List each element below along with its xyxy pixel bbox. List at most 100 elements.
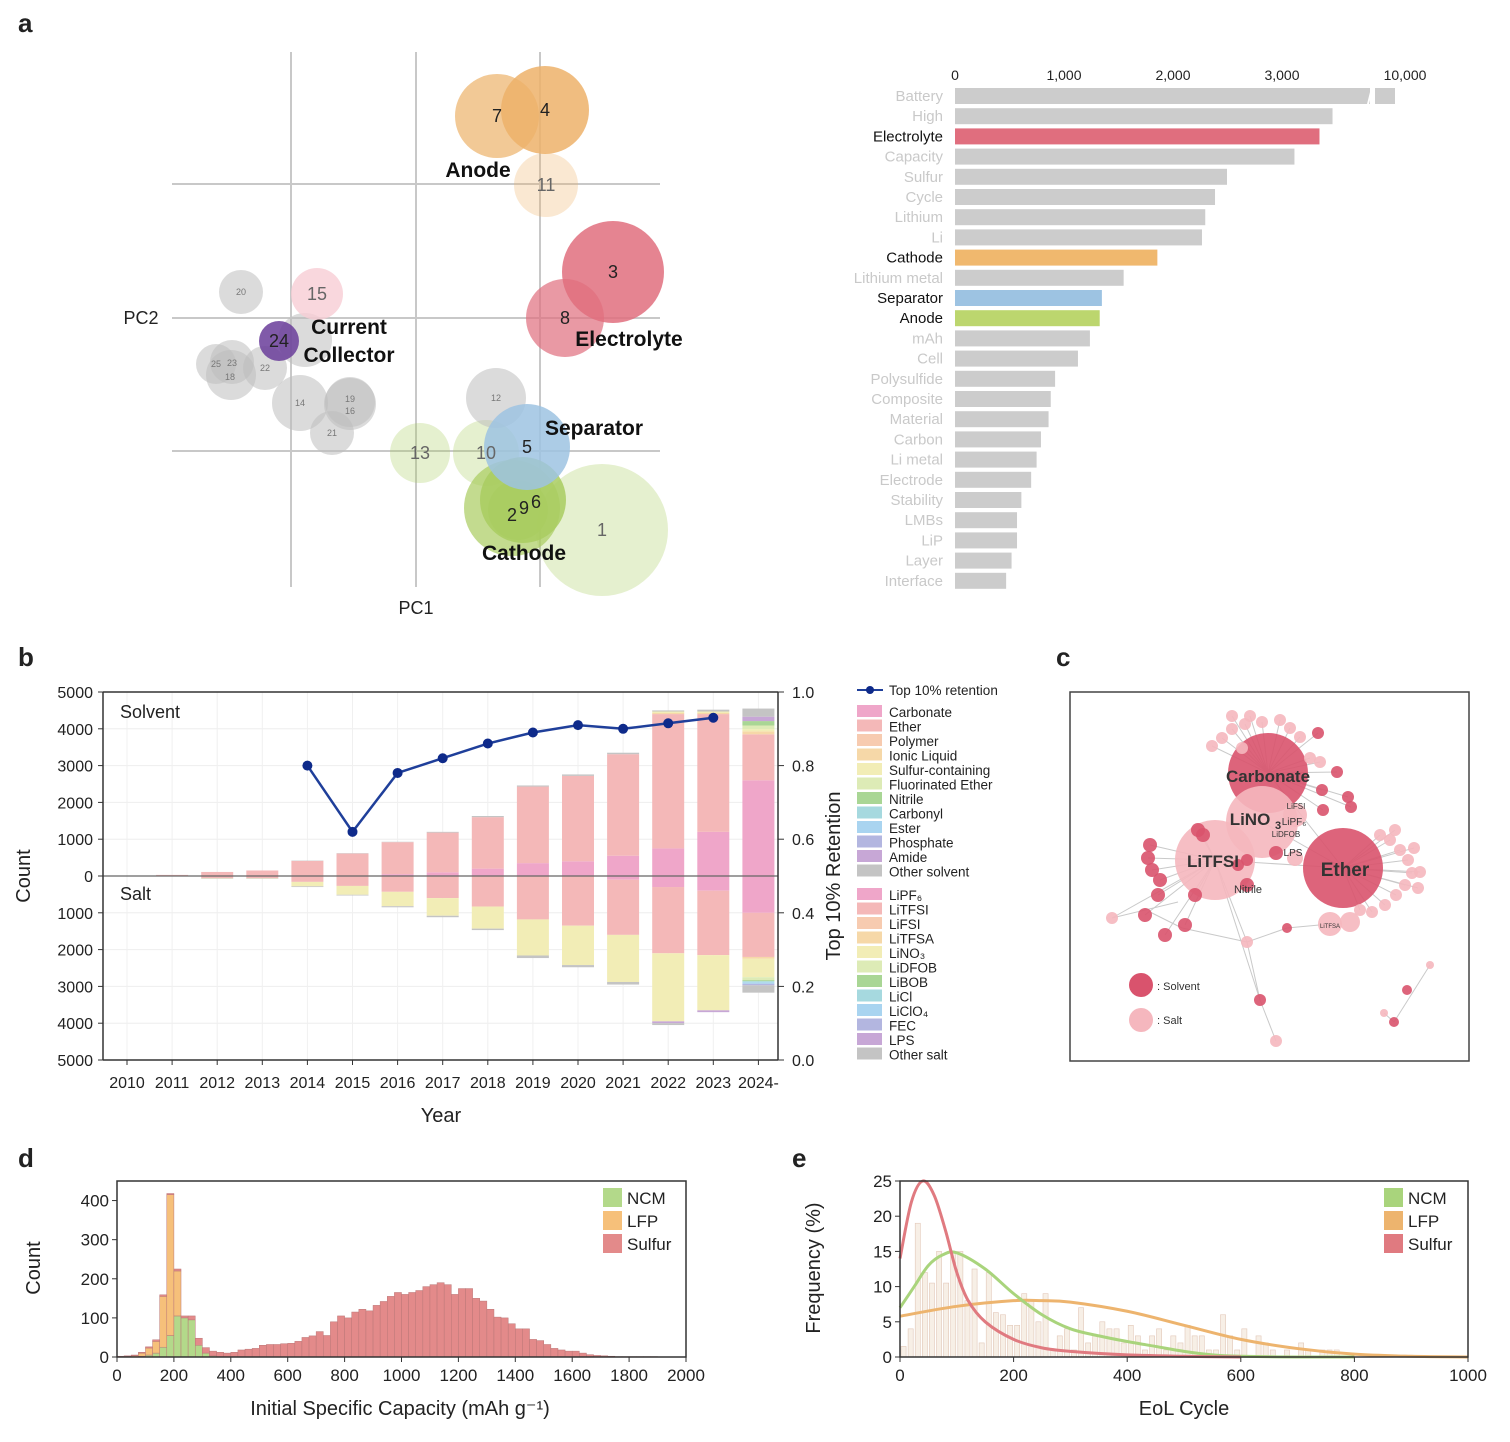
retention-point [663, 718, 674, 729]
bubble-label-24: 24 [269, 331, 289, 351]
category-label: mAh [912, 330, 943, 347]
bar [955, 88, 1370, 104]
y-tick-label: 4000 [57, 722, 93, 739]
bar-salt-lino- [381, 891, 414, 907]
bar-solvent-carbonate [471, 868, 504, 876]
bar-salt-litfsa [742, 956, 775, 959]
histogram-bar [1056, 1335, 1063, 1358]
bar-salt-litfsi [607, 879, 640, 935]
bubble-label-4: 4 [540, 100, 550, 120]
legend-swatch [857, 792, 882, 804]
x-tick-label: 600 [1227, 1366, 1255, 1385]
network-node [1145, 863, 1159, 877]
x-tick-label: 2016 [380, 1075, 416, 1092]
region-label-solvent: Solvent [120, 702, 180, 722]
category-label: Lithium [895, 209, 943, 226]
panel-label-d: d [18, 1143, 34, 1173]
bar-salt-lidfob [742, 977, 775, 981]
axis-break [1367, 88, 1373, 104]
histogram-bar-sulfur [479, 1300, 488, 1358]
x-tick-label: 2000 [667, 1366, 705, 1385]
bar [955, 189, 1216, 205]
bubble-4 [501, 66, 589, 154]
x-tick-label: 0 [895, 1366, 904, 1385]
y-tick-label: 2000 [57, 795, 93, 812]
legend-label: Top 10% retention [889, 683, 998, 698]
network-node [1394, 844, 1406, 856]
histogram-bar-sulfur [166, 1193, 175, 1195]
bubble-label-20: 20 [236, 287, 246, 297]
histogram-bar [907, 1328, 914, 1358]
bubble-label-2: 2 [507, 505, 517, 525]
histogram-bar [1035, 1321, 1042, 1358]
bar-salt-litfsi [562, 876, 594, 926]
network-node [1304, 752, 1316, 764]
bar-salt-litfsi [697, 890, 730, 956]
x-axis-label: Initial Specific Capacity (mAh g⁻¹) [250, 1398, 550, 1420]
category-label: High [912, 108, 943, 125]
y-tick-label: 2000 [57, 943, 93, 960]
network-node [1384, 834, 1396, 846]
solvent-salt-chart: 5000 4000 3000 2000 1000 0 1000 2000 3000 4000 500… [13, 685, 845, 1127]
histogram-bar-sulfur [529, 1339, 537, 1358]
bar [955, 572, 1007, 589]
retention-point [437, 753, 448, 764]
bar [955, 148, 1295, 165]
bar-solvent-carbonate [516, 863, 549, 876]
histogram-bar-sulfur [237, 1349, 246, 1358]
y2-tick-label: 0.2 [792, 979, 814, 996]
histogram-bar-sulfur [187, 1315, 196, 1321]
legend-label: Other salt [889, 1048, 948, 1063]
legend-swatch [857, 902, 882, 915]
histogram-bar-sulfur [308, 1335, 317, 1358]
histogram-bar-sulfur [351, 1311, 360, 1358]
bar-solvent-ether [381, 842, 414, 875]
legend-marker-retention [866, 686, 874, 694]
bar-solvent-carbonate [607, 855, 640, 876]
x-tick-label: 2022 [650, 1075, 686, 1092]
network-node [1226, 710, 1238, 722]
network-node-label-subscript: 3 [1275, 820, 1281, 832]
legend-swatch [857, 989, 882, 1002]
legend-swatch [857, 734, 882, 746]
bar-solvent-other-solvent [652, 710, 685, 712]
network-node-label: Nitrile [1234, 884, 1262, 896]
panel-label-e: e [792, 1143, 807, 1173]
category-label: Sulfur [904, 169, 943, 186]
legend-swatch [1384, 1234, 1403, 1253]
bubble-label-12: 12 [491, 393, 501, 403]
network-node [1178, 918, 1192, 932]
bar-salt-lipf- [607, 876, 640, 880]
bubble-21 [310, 411, 354, 455]
bar-solvent-ether [201, 871, 234, 876]
histogram-bar-sulfur [451, 1294, 459, 1358]
histogram-bar-sulfur [387, 1296, 395, 1358]
bar-solvent-ether [426, 832, 459, 873]
bar-salt-other-salt [381, 906, 414, 908]
legend-label: Carbonyl [889, 807, 943, 822]
histogram-bar-sulfur [436, 1282, 445, 1358]
bubble-label-5: 5 [522, 437, 532, 457]
bubble-label-3: 3 [608, 262, 618, 282]
histogram-bar-sulfur [500, 1317, 509, 1358]
legend-swatch [857, 960, 882, 973]
legend-salt-label: : Salt [1157, 1015, 1182, 1027]
bar-salt-other-salt [471, 928, 504, 931]
histogram-bar [1113, 1328, 1120, 1358]
bar-solvent-ether [607, 754, 640, 856]
legend-label: LiFSI [889, 917, 921, 932]
bubble-label-11: 11 [537, 175, 556, 195]
bar-salt-lino- [742, 958, 775, 978]
histogram-bar-sulfur [543, 1344, 552, 1358]
category-label: Battery [895, 88, 943, 105]
histogram-bar-lfp [145, 1347, 153, 1356]
bar-solvent-carbonate [652, 848, 685, 876]
region-label-salt: Salt [120, 884, 151, 904]
histogram-bar-sulfur [415, 1290, 424, 1358]
y2-tick-label: 0.6 [792, 832, 814, 849]
bubble-label-23: 23 [227, 358, 237, 368]
bar-salt-liclo- [742, 982, 775, 984]
histogram-bar-sulfur [173, 1268, 182, 1272]
bubble-14 [272, 375, 328, 431]
network-node [1236, 742, 1248, 754]
